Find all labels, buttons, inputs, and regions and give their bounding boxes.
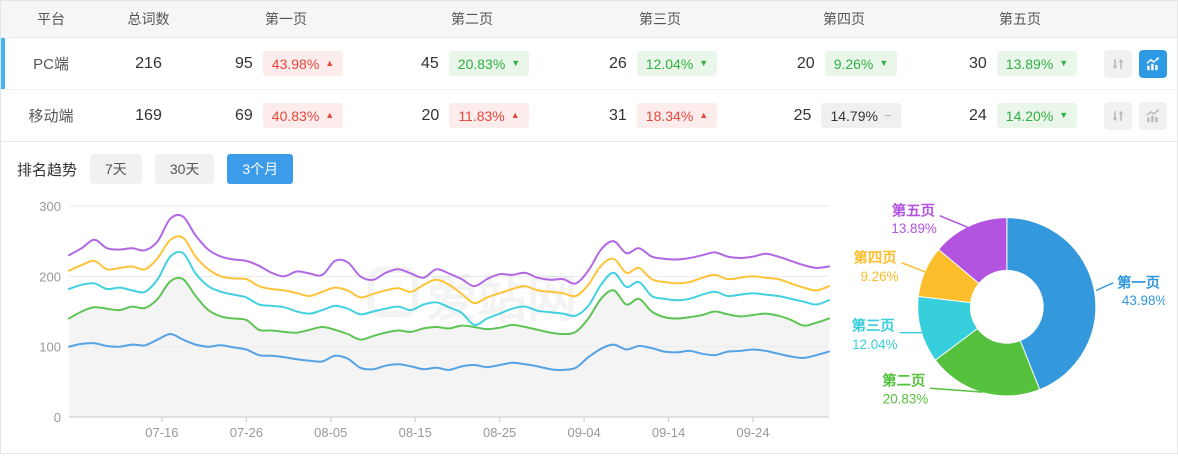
page3-count: 26 bbox=[609, 54, 627, 72]
svg-text:200: 200 bbox=[39, 269, 61, 284]
svg-text:100: 100 bbox=[39, 340, 61, 355]
page1-count: 95 bbox=[235, 54, 253, 72]
page1-count: 69 bbox=[235, 106, 253, 124]
page4-count: 20 bbox=[796, 54, 815, 72]
svg-text:08-15: 08-15 bbox=[399, 425, 432, 440]
page4-change-badge: 14.79% − bbox=[821, 103, 901, 128]
platform-label: PC端 bbox=[33, 56, 69, 73]
page3-cell: 31 18.34% ▲ bbox=[568, 103, 752, 128]
page3-change-badge: 18.34% ▲ bbox=[636, 103, 718, 128]
svg-text:第一页: 第一页 bbox=[1117, 274, 1160, 292]
tab-30days[interactable]: 30天 bbox=[154, 154, 215, 184]
page4-cell: 20 9.26% ▼ bbox=[752, 51, 936, 76]
col-header-total: 总词数 bbox=[127, 11, 170, 27]
page3-change-badge: 12.04% ▼ bbox=[636, 51, 718, 76]
page5-change-badge: 13.89% ▼ bbox=[996, 51, 1078, 76]
page2-change-badge: 20.83% ▼ bbox=[448, 51, 530, 76]
table-row-mobile[interactable]: 移动端 169 69 40.83% ▲ 20 11.83% ▲ 31 18.34% ▲… bbox=[1, 90, 1177, 142]
svg-text:09-24: 09-24 bbox=[736, 425, 769, 440]
svg-text:第五页: 第五页 bbox=[892, 202, 935, 220]
col-header-page3: 第三页 bbox=[639, 11, 681, 27]
trend-chart-icon[interactable] bbox=[1139, 49, 1167, 78]
svg-text:13.89%: 13.89% bbox=[891, 221, 937, 236]
page2-change-badge: 11.83% ▲ bbox=[449, 103, 529, 128]
page2-count: 45 bbox=[421, 54, 439, 72]
page4-cell: 25 14.79% − bbox=[752, 103, 936, 128]
charts-area: 0 100 200 300 07-16 07-26 08-05 08-15 08-25 09-04… bbox=[1, 194, 1177, 461]
svg-text:第二页: 第二页 bbox=[882, 371, 925, 389]
svg-text:第四页: 第四页 bbox=[854, 249, 897, 267]
svg-text:07-26: 07-26 bbox=[230, 425, 263, 440]
svg-text:08-25: 08-25 bbox=[483, 425, 516, 440]
svg-text:12.04%: 12.04% bbox=[852, 337, 898, 352]
svg-text:09-14: 09-14 bbox=[652, 425, 685, 440]
svg-text:08-05: 08-05 bbox=[314, 425, 347, 440]
rank-trend-line-chart: 0 100 200 300 07-16 07-26 08-05 08-15 08-25 09-04… bbox=[1, 194, 841, 461]
total-words-value: 216 bbox=[135, 54, 162, 72]
page3-count: 31 bbox=[609, 106, 627, 124]
page3-cell: 26 12.04% ▼ bbox=[568, 51, 752, 76]
page5-change-badge: 14.20% ▼ bbox=[996, 103, 1078, 128]
sort-arrows-icon[interactable] bbox=[1104, 49, 1132, 78]
svg-text:0: 0 bbox=[54, 410, 61, 425]
page5-cell: 30 13.89% ▼ bbox=[936, 51, 1104, 76]
col-header-page4: 第四页 bbox=[823, 11, 865, 27]
svg-text:9.26%: 9.26% bbox=[860, 269, 898, 284]
page5-cell: 24 14.20% ▼ bbox=[936, 103, 1104, 128]
svg-text:第三页: 第三页 bbox=[852, 317, 895, 335]
page5-count: 30 bbox=[969, 54, 987, 72]
svg-text:09-04: 09-04 bbox=[567, 425, 600, 440]
page1-cell: 95 43.98% ▲ bbox=[196, 51, 376, 76]
page-distribution-donut-chart: 第一页 43.98% 第二页 20.83% 第三页 12.04% 第四页 9.26% 第五页 13… bbox=[841, 194, 1168, 461]
page1-change-badge: 43.98% ▲ bbox=[262, 51, 344, 76]
trend-toolbar: 排名趋势 7天 30天 3个月 bbox=[1, 142, 1177, 194]
page2-count: 20 bbox=[421, 106, 440, 124]
col-header-platform: 平台 bbox=[37, 11, 65, 27]
page1-change-badge: 40.83% ▲ bbox=[262, 103, 344, 128]
page2-cell: 45 20.83% ▼ bbox=[376, 51, 568, 76]
table-header-row: 平台 总词数 第一页 第二页 第三页 第四页 第五页 bbox=[1, 1, 1177, 38]
trend-section-title: 排名趋势 bbox=[17, 161, 78, 179]
page4-change-badge: 9.26% ▼ bbox=[824, 51, 898, 76]
page2-cell: 20 11.83% ▲ bbox=[376, 103, 568, 128]
tab-7days[interactable]: 7天 bbox=[90, 154, 142, 184]
col-header-page5: 第五页 bbox=[999, 11, 1041, 27]
table-row-pc[interactable]: PC端 216 95 43.98% ▲ 45 20.83% ▼ 26 12.04% ▼… bbox=[1, 38, 1177, 90]
tab-3months[interactable]: 3个月 bbox=[227, 154, 294, 184]
sort-arrows-icon[interactable] bbox=[1104, 101, 1132, 130]
svg-text:300: 300 bbox=[39, 199, 61, 214]
col-header-page2: 第二页 bbox=[451, 11, 493, 27]
trend-chart-icon[interactable] bbox=[1139, 101, 1167, 130]
page4-count: 25 bbox=[793, 106, 812, 124]
page5-count: 24 bbox=[969, 106, 987, 124]
page1-cell: 69 40.83% ▲ bbox=[196, 103, 376, 128]
svg-text:07-16: 07-16 bbox=[145, 425, 178, 440]
col-header-page1: 第一页 bbox=[265, 11, 307, 27]
total-words-value: 169 bbox=[135, 106, 162, 124]
svg-text:43.98%: 43.98% bbox=[1122, 293, 1165, 308]
rank-table: 平台 总词数 第一页 第二页 第三页 第四页 第五页 PC端 216 95 43… bbox=[1, 1, 1177, 142]
platform-label: 移动端 bbox=[28, 108, 74, 125]
svg-text:20.83%: 20.83% bbox=[883, 392, 929, 407]
